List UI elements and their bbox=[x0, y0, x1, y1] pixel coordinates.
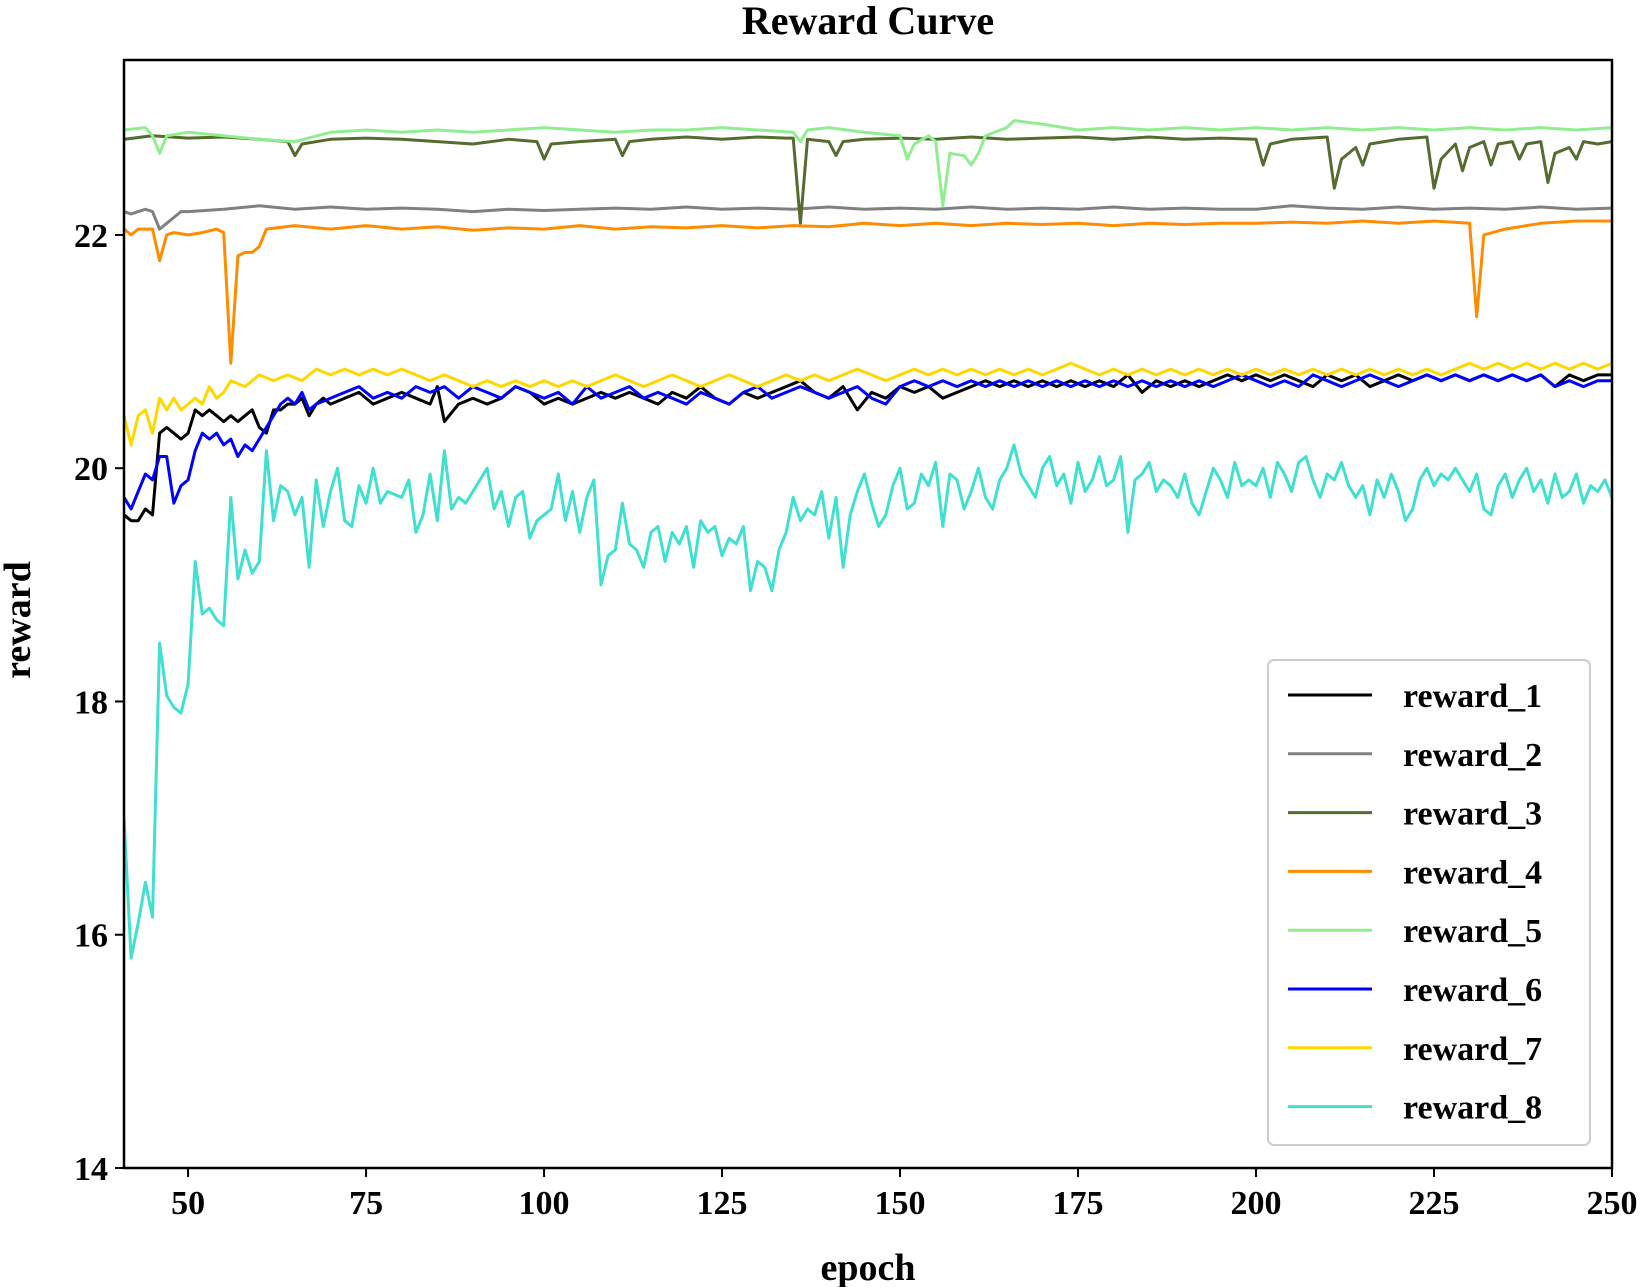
series-line-reward_8 bbox=[124, 443, 1612, 960]
y-tick-label: 18 bbox=[74, 684, 108, 721]
x-tick-label: 50 bbox=[171, 1185, 205, 1222]
plot-area-frame bbox=[122, 58, 1614, 1170]
legend-label-reward_1: reward_1 bbox=[1403, 678, 1542, 715]
y-tick-label: 16 bbox=[74, 918, 108, 955]
x-tick-label: 225 bbox=[1409, 1185, 1460, 1222]
legend-label-reward_4: reward_4 bbox=[1403, 854, 1542, 891]
x-tick-label: 200 bbox=[1231, 1185, 1282, 1222]
legend-label-reward_2: reward_2 bbox=[1403, 737, 1542, 774]
legend-label-reward_3: reward_3 bbox=[1403, 796, 1542, 833]
legend-label-reward_7: reward_7 bbox=[1403, 1031, 1542, 1068]
series-line-reward_2 bbox=[124, 204, 1612, 231]
legend-label-reward_5: reward_5 bbox=[1403, 913, 1542, 950]
x-tick-label: 150 bbox=[875, 1185, 926, 1222]
x-tick-label: 175 bbox=[1053, 1185, 1104, 1222]
series-line-reward_4 bbox=[124, 219, 1612, 365]
series-line-reward_3 bbox=[124, 134, 1612, 225]
x-tick-label: 100 bbox=[519, 1185, 570, 1222]
y-tick-label: 14 bbox=[74, 1151, 108, 1188]
x-tick-label: 125 bbox=[697, 1185, 748, 1222]
x-tick-label: 250 bbox=[1587, 1185, 1638, 1222]
y-tick-label: 22 bbox=[74, 218, 108, 255]
legend-box bbox=[1267, 659, 1591, 1146]
series-line-reward_5 bbox=[124, 119, 1612, 208]
series-line-reward_7 bbox=[124, 361, 1612, 447]
y-axis-ticks: 14 16 18 20 22 bbox=[74, 218, 124, 1188]
legend: reward_1 reward_2 reward_3 reward_4 reward_5… bbox=[1267, 659, 1591, 1146]
legend-label-reward_6: reward_6 bbox=[1403, 972, 1542, 1009]
x-axis-label: epoch bbox=[821, 1247, 916, 1287]
x-tick-label: 75 bbox=[349, 1185, 383, 1222]
series-layer bbox=[124, 119, 1612, 960]
y-tick-label: 20 bbox=[74, 451, 108, 488]
y-axis-label: reward bbox=[0, 561, 39, 679]
chart-title: Reward Curve bbox=[742, 0, 994, 43]
legend-label-reward_8: reward_8 bbox=[1403, 1090, 1542, 1127]
series-line-reward_6 bbox=[124, 373, 1612, 511]
x-axis-ticks: 50 75 100 125 150 175 200 225 250 bbox=[171, 1168, 1638, 1222]
